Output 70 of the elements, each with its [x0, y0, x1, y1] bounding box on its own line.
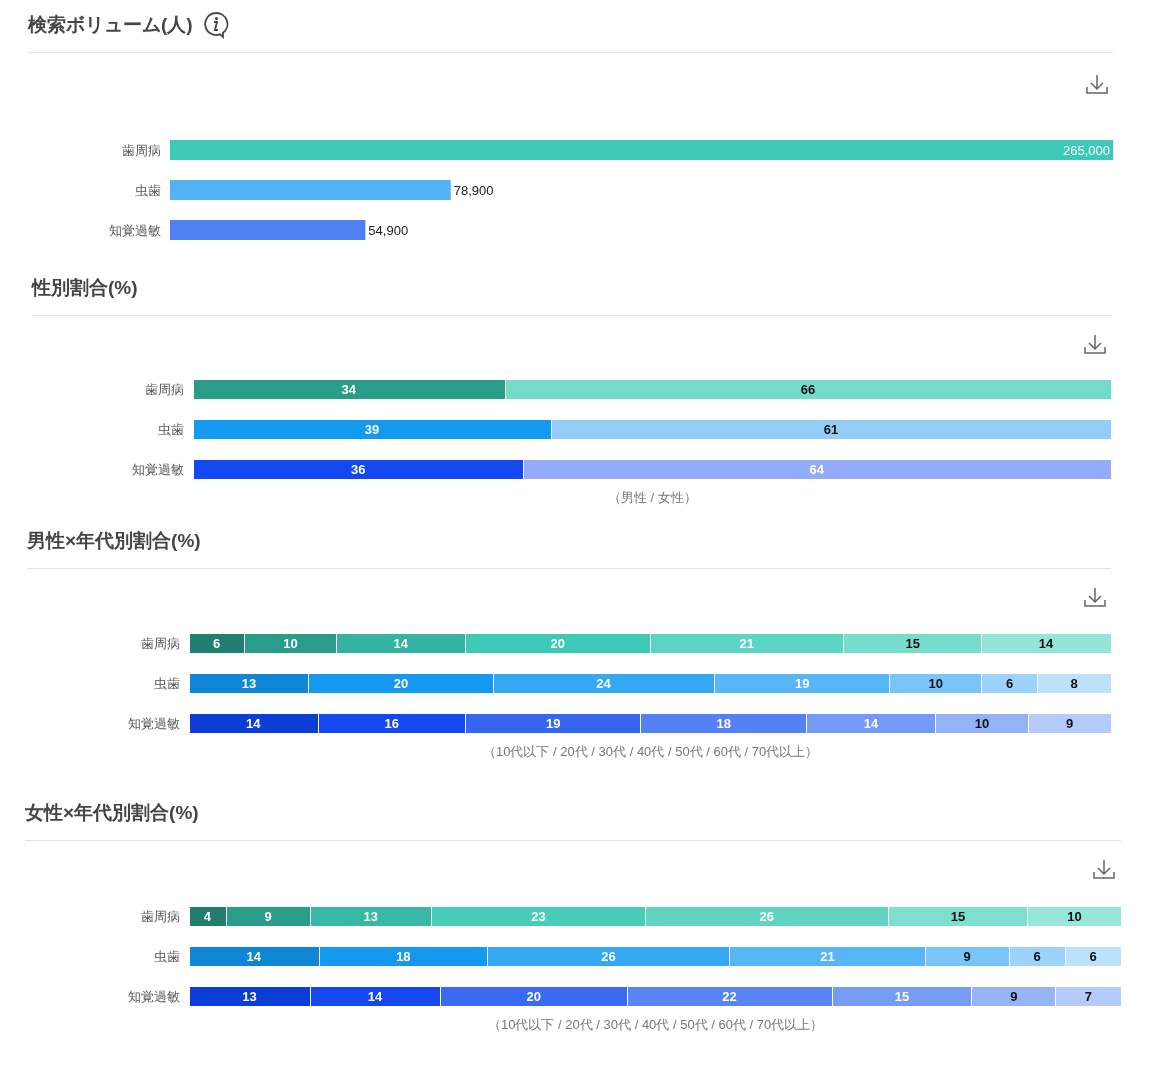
data-label: 21: [739, 635, 755, 651]
data-label: 36: [351, 461, 366, 477]
data-label: 18: [716, 715, 731, 731]
data-label: 14: [863, 715, 879, 731]
data-label: 18: [396, 948, 411, 964]
data-label: 10: [974, 715, 990, 731]
data-label: 14: [367, 988, 384, 1004]
data-label: 14: [1038, 635, 1055, 651]
data-label: 61: [823, 421, 839, 437]
data-label: 15: [905, 635, 920, 651]
data-label: 10: [283, 635, 298, 651]
data-label: 22: [722, 988, 737, 1004]
data-label: 39: [364, 421, 380, 437]
data-label: 15: [950, 908, 966, 924]
data-label: 8: [1070, 675, 1078, 691]
data-label: 6: [1089, 948, 1097, 964]
data-label: 66: [800, 381, 816, 397]
y-tick-label: 知覚過敏: [109, 222, 161, 238]
data-label: 16: [384, 715, 400, 731]
data-label: 13: [363, 908, 378, 924]
data-label: 13: [242, 988, 257, 1004]
y-tick-label: 虫歯: [154, 948, 180, 964]
data-label: 6: [1005, 675, 1014, 691]
chart-title: 男性×年代別割合(%): [27, 529, 201, 553]
chart-title: 性別割合(%): [32, 276, 138, 300]
data-label: 10: [928, 675, 944, 691]
data-label: 24: [596, 675, 612, 691]
y-tick-label: 知覚過敏: [128, 715, 180, 731]
data-label: 9: [264, 908, 272, 924]
y-tick-label: 虫歯: [154, 675, 180, 691]
data-label: 7: [1084, 988, 1092, 1004]
data-label: 20: [393, 675, 409, 691]
y-tick-label: 歯周病: [122, 142, 161, 158]
data-label: 54,900: [368, 222, 409, 238]
y-tick-label: 知覚過敏: [128, 988, 180, 1004]
data-label: 23: [531, 908, 546, 924]
text: （男性 / 女性）: [608, 490, 697, 505]
data-label: 19: [545, 715, 561, 731]
y-tick-label: 虫歯: [158, 421, 184, 437]
data-label: 6: [213, 635, 221, 651]
data-label: 13: [241, 675, 257, 691]
y-tick-label: 歯周病: [141, 635, 180, 651]
data-label: 34: [341, 381, 357, 397]
y-tick-label: 虫歯: [135, 182, 161, 198]
data-label: 10: [1067, 908, 1082, 924]
chart-title: 女性×年代別割合(%): [25, 801, 199, 825]
text: （10代以下 / 20代 / 30代 / 40代 / 50代 / 60代 / 70代以上）: [483, 744, 819, 759]
data-label: 64: [809, 461, 825, 477]
text: （10代以下 / 20代 / 30代 / 40代 / 50代 / 60代 / 70代以上）: [488, 1017, 824, 1032]
data-label: 4: [203, 908, 212, 924]
data-label: 14: [246, 948, 262, 964]
data-label: 15: [894, 988, 910, 1004]
data-label: 26: [759, 908, 775, 924]
y-tick-label: 歯周病: [145, 381, 184, 397]
data-label: 9: [963, 948, 971, 964]
data-label: 20: [550, 635, 566, 651]
y-tick-label: 知覚過敏: [132, 461, 184, 477]
data-label: 9: [1065, 715, 1074, 731]
y-tick-label: 歯周病: [141, 908, 180, 924]
data-label: 78,900: [453, 182, 494, 198]
chart-title: 検索ボリューム(人): [28, 13, 193, 37]
data-label: 14: [393, 635, 409, 651]
data-label: 9: [1010, 988, 1018, 1004]
data-label: 20: [526, 988, 542, 1004]
data-label: 265,000: [1063, 142, 1110, 158]
data-label: 26: [601, 948, 616, 964]
data-label: 21: [820, 948, 835, 964]
data-label: 19: [794, 675, 810, 691]
data-label: 6: [1033, 948, 1041, 964]
data-label: 14: [245, 715, 262, 731]
